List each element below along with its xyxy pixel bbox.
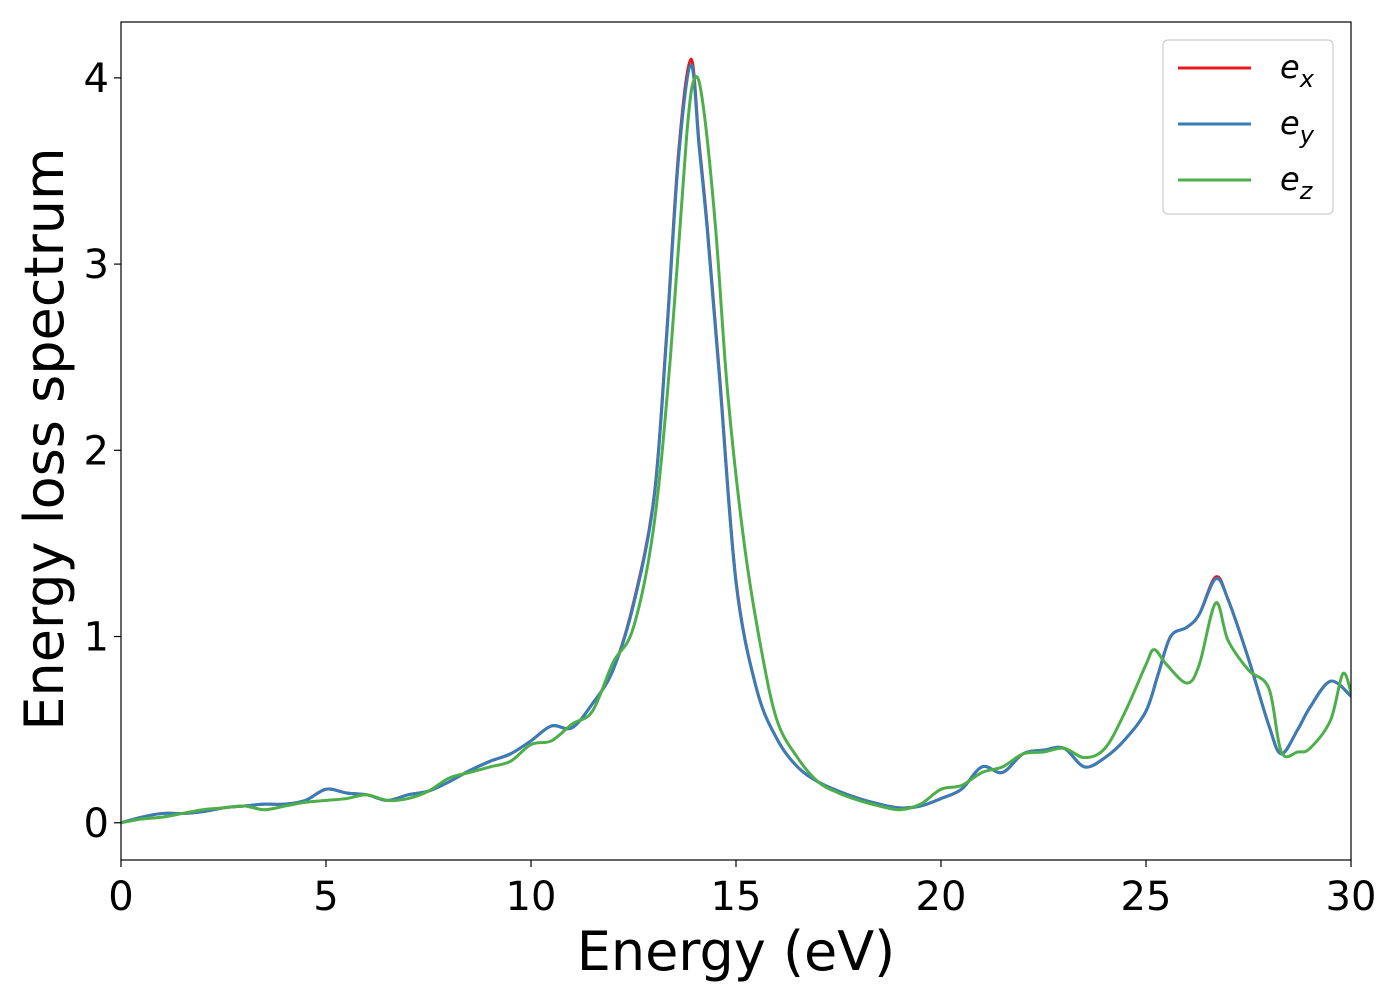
y-tick-label: 1 — [84, 615, 109, 661]
y-axis-label: Energy loss spectrum — [13, 147, 76, 730]
series-line-z — [121, 75, 1351, 825]
legend-label-z: ez — [1280, 160, 1314, 205]
legend-label-y: ey — [1280, 104, 1315, 149]
series-line-y — [121, 63, 1351, 825]
x-tick-label: 30 — [1326, 874, 1377, 920]
x-axis-label: Energy (eV) — [577, 920, 896, 983]
legend-box — [1162, 39, 1334, 215]
x-tick-label: 10 — [506, 874, 557, 920]
x-tick-label: 15 — [711, 874, 762, 920]
y-tick-label: 2 — [84, 428, 109, 474]
y-tick-label: 3 — [84, 242, 109, 288]
x-tick-label: 25 — [1121, 874, 1172, 920]
axes-layer: 0 5 10 15 20 25 30 0 1 2 3 4 — [84, 21, 1377, 920]
series-layer — [121, 57, 1351, 825]
x-tick-label: 20 — [916, 874, 967, 920]
legend: ex ey ez — [1162, 39, 1334, 215]
legend-label-x: ex — [1280, 48, 1315, 93]
y-tick-label: 4 — [84, 56, 109, 102]
x-tick-label: 5 — [313, 874, 338, 920]
x-tick-label: 0 — [108, 874, 133, 920]
y-tick-label: 0 — [84, 801, 109, 847]
